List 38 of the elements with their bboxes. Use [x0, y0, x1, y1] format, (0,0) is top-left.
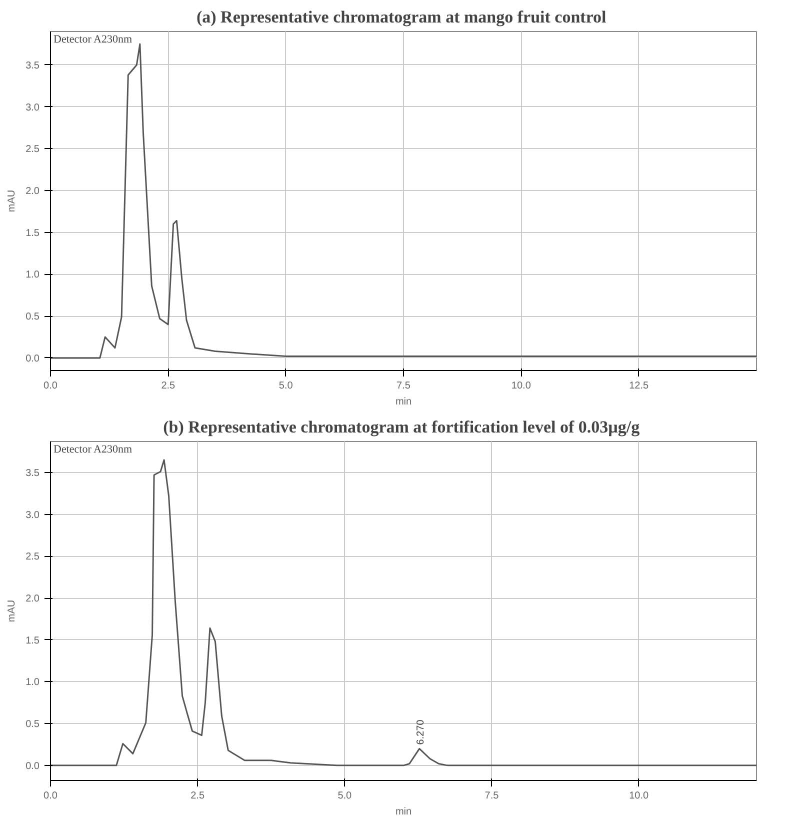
- line-series: [50, 459, 756, 766]
- x-tick-label: 2.5: [190, 790, 205, 802]
- x-tick-label: 0.0: [44, 790, 58, 802]
- y-tick-label: 1.0: [26, 677, 40, 688]
- x-tick-label: 2.5: [161, 380, 176, 392]
- y-tick-label: 2.0: [26, 594, 40, 605]
- y-tick-label: 0.0: [26, 760, 40, 772]
- y-tick-label: 0.5: [26, 312, 40, 323]
- y-tick-label: 0.0: [26, 353, 40, 364]
- annotation: Detector A230nm: [54, 34, 132, 46]
- annotation: Detector A230nm: [54, 444, 132, 456]
- y-axis-title: mAU: [6, 600, 18, 622]
- line-series: [50, 43, 756, 359]
- x-tick-label: 0.0: [44, 380, 58, 392]
- x-tick-label: 7.5: [396, 380, 411, 392]
- y-tick-label: 3.5: [26, 468, 40, 479]
- y-tick-label: 3.5: [26, 60, 40, 72]
- x-tick-label: 5.0: [338, 790, 352, 802]
- x-tick-label: 10.0: [511, 380, 532, 392]
- chart-title: (a) Representative chromatogram at mango fruit control: [196, 8, 607, 26]
- y-tick-label: 1.5: [26, 228, 40, 239]
- chart-title: (b) Representative chromatogram at fortification level of 0.03µg/g: [163, 418, 640, 436]
- y-tick-label: 3.0: [26, 510, 40, 521]
- x-axis-title: min: [395, 806, 412, 818]
- x-tick-label: 10.0: [629, 790, 650, 802]
- y-tick-label: 2.5: [26, 144, 40, 156]
- y-tick-label: 0.5: [26, 719, 40, 730]
- x-axis-title: min: [395, 396, 412, 408]
- y-tick-label: 2.0: [26, 186, 40, 198]
- y-tick-label: 1.0: [26, 270, 40, 281]
- x-tick-label: 12.5: [629, 380, 650, 392]
- x-tick-label: 7.5: [484, 790, 500, 802]
- y-tick-label: 2.5: [26, 552, 40, 563]
- y-axis-title: mAU: [6, 190, 18, 212]
- y-tick-label: 3.0: [26, 102, 40, 114]
- annotation: 6.270: [415, 719, 426, 745]
- x-tick-label: 5.0: [278, 380, 294, 392]
- y-tick-label: 1.5: [26, 635, 40, 646]
